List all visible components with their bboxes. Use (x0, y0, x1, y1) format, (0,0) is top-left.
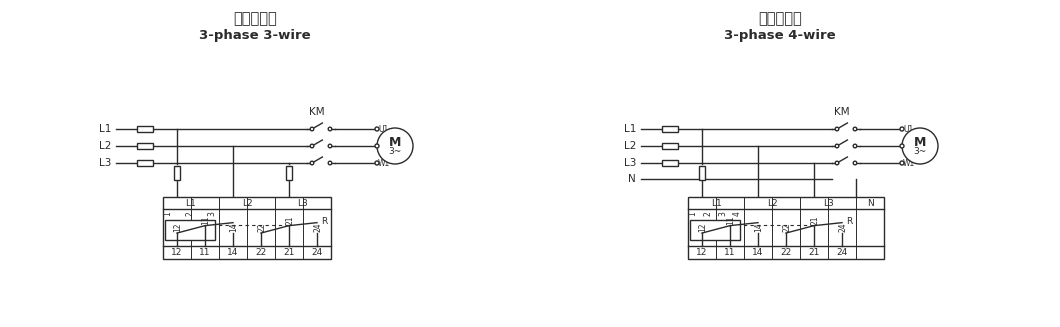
Text: 1: 1 (163, 211, 173, 216)
Text: 11: 11 (726, 215, 736, 225)
Text: L3: L3 (823, 198, 833, 208)
Text: 2: 2 (186, 211, 195, 216)
Circle shape (835, 144, 838, 148)
Text: W1: W1 (903, 159, 915, 167)
Text: N: N (867, 198, 873, 208)
Text: 11: 11 (724, 248, 736, 257)
Circle shape (329, 127, 332, 131)
Text: L2: L2 (99, 141, 111, 151)
Text: 22: 22 (258, 223, 266, 232)
Text: 21: 21 (285, 215, 295, 225)
Text: 4: 4 (732, 211, 742, 216)
Text: 12: 12 (696, 248, 708, 257)
Circle shape (375, 161, 379, 165)
Text: 24: 24 (312, 248, 322, 257)
Text: 12: 12 (699, 223, 707, 232)
Text: 3-phase 4-wire: 3-phase 4-wire (724, 28, 836, 42)
Text: V1: V1 (378, 142, 388, 150)
Circle shape (835, 127, 838, 131)
Circle shape (375, 127, 379, 131)
Circle shape (377, 128, 413, 164)
Circle shape (311, 127, 314, 131)
Text: 11: 11 (201, 215, 211, 225)
Circle shape (853, 127, 856, 131)
Circle shape (900, 144, 904, 148)
Bar (690, 220, 740, 240)
Text: 三相三线制: 三相三线制 (233, 11, 277, 26)
Text: 2: 2 (703, 211, 712, 216)
Text: L1: L1 (623, 124, 636, 134)
Text: 24: 24 (836, 248, 848, 257)
Text: 12: 12 (174, 223, 182, 232)
Bar (662, 126, 678, 132)
Circle shape (900, 127, 904, 131)
Text: M: M (389, 135, 401, 148)
Text: N: N (629, 174, 636, 184)
Text: 12: 12 (172, 248, 182, 257)
Text: 21: 21 (283, 248, 295, 257)
Circle shape (900, 161, 904, 165)
Circle shape (311, 161, 314, 165)
Text: V1: V1 (903, 142, 913, 150)
Bar (662, 160, 678, 166)
Text: 22: 22 (780, 248, 792, 257)
Text: L1: L1 (186, 198, 196, 208)
Text: M: M (914, 135, 926, 148)
Text: 3-phase 3-wire: 3-phase 3-wire (199, 28, 311, 42)
Text: 3~: 3~ (388, 146, 402, 156)
Bar (137, 160, 153, 166)
Text: L3: L3 (298, 198, 308, 208)
Text: L2: L2 (242, 198, 252, 208)
Bar (699, 165, 705, 180)
Bar (662, 143, 678, 149)
Circle shape (329, 161, 332, 165)
Text: 1: 1 (689, 211, 697, 216)
Text: L3: L3 (623, 158, 636, 168)
Bar (163, 197, 331, 259)
Bar (286, 165, 292, 180)
Text: 24: 24 (838, 222, 848, 232)
Text: 3: 3 (208, 211, 217, 216)
Bar (137, 143, 153, 149)
Circle shape (329, 144, 332, 148)
Circle shape (853, 161, 856, 165)
Text: KM: KM (834, 107, 850, 117)
Text: 14: 14 (230, 222, 239, 232)
Circle shape (375, 144, 379, 148)
Text: 3~: 3~ (914, 146, 926, 156)
Text: 3: 3 (718, 211, 727, 216)
Text: W1: W1 (378, 159, 390, 167)
Text: 14: 14 (227, 248, 238, 257)
Text: L1: L1 (99, 124, 111, 134)
Text: R: R (846, 217, 852, 226)
Text: L2: L2 (623, 141, 636, 151)
Bar (165, 220, 215, 240)
Bar (174, 165, 180, 180)
Text: 11: 11 (199, 248, 211, 257)
Text: 14: 14 (753, 248, 763, 257)
Bar (137, 126, 153, 132)
Text: L2: L2 (766, 198, 777, 208)
Circle shape (835, 161, 838, 165)
Text: 22: 22 (782, 223, 792, 232)
Text: 14: 14 (755, 222, 763, 232)
Text: 21: 21 (809, 248, 819, 257)
Text: 22: 22 (255, 248, 267, 257)
Text: L3: L3 (99, 158, 111, 168)
Circle shape (853, 144, 856, 148)
Text: R: R (321, 217, 328, 226)
Text: U1: U1 (903, 125, 914, 133)
Text: L1: L1 (710, 198, 722, 208)
Text: 三相四线制: 三相四线制 (758, 11, 801, 26)
Circle shape (311, 144, 314, 148)
Text: 24: 24 (314, 222, 322, 232)
Text: KM: KM (310, 107, 324, 117)
Text: U1: U1 (378, 125, 388, 133)
Bar (688, 197, 884, 259)
Circle shape (902, 128, 938, 164)
Text: 21: 21 (811, 215, 819, 225)
